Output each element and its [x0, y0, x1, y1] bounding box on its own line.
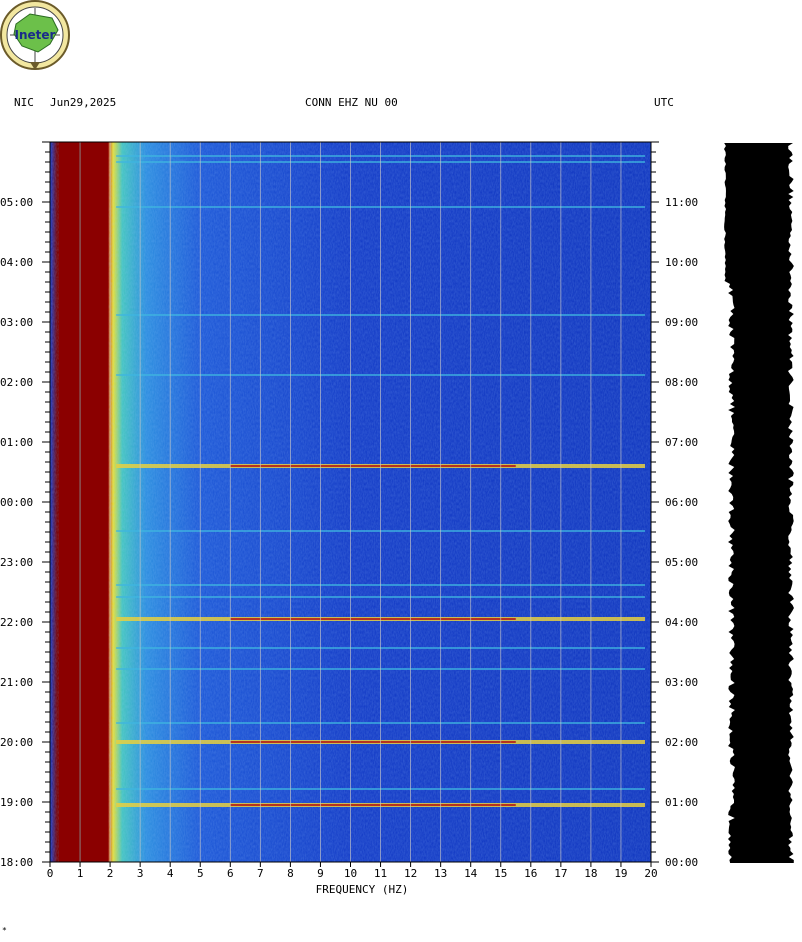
- y-tick-label-left: 22:00: [0, 616, 33, 629]
- y-tick-label-right: 04:00: [665, 616, 698, 629]
- header-station: CONN EHZ NU 00: [305, 96, 398, 109]
- x-tick-label: 9: [317, 867, 324, 880]
- y-tick-label-right: 01:00: [665, 796, 698, 809]
- y-tick-label-left: 04:00: [0, 256, 33, 269]
- y-tick-label-right: 08:00: [665, 376, 698, 389]
- y-tick-label-right: 00:00: [665, 856, 698, 869]
- x-tick-label: 19: [614, 867, 627, 880]
- ineter-logo: Ineter: [0, 0, 70, 70]
- x-tick-label: 14: [464, 867, 478, 880]
- y-tick-label-left: 05:00: [0, 196, 33, 209]
- y-tick-label-left: 23:00: [0, 556, 33, 569]
- corner-mark: *: [2, 926, 7, 935]
- y-tick-label-left: 02:00: [0, 376, 33, 389]
- y-tick-label-right: 03:00: [665, 676, 698, 689]
- header-timezone: UTC: [654, 96, 674, 109]
- x-tick-label: 20: [644, 867, 657, 880]
- y-tick-label-right: 10:00: [665, 256, 698, 269]
- x-tick-label: 6: [227, 867, 234, 880]
- x-tick-label: 7: [257, 867, 264, 880]
- y-tick-label-right: 05:00: [665, 556, 698, 569]
- event-streak-core: [230, 465, 516, 467]
- x-tick-label: 1: [77, 867, 84, 880]
- event-streak-core: [230, 804, 516, 806]
- x-tick-label: 8: [287, 867, 294, 880]
- x-tick-label: 2: [107, 867, 114, 880]
- x-tick-label: 15: [494, 867, 507, 880]
- x-tick-label: 18: [584, 867, 597, 880]
- x-tick-label: 17: [554, 867, 567, 880]
- x-tick-label: 0: [47, 867, 54, 880]
- y-tick-label-left: 01:00: [0, 436, 33, 449]
- header-date: Jun29,2025: [50, 96, 117, 109]
- x-tick-label: 16: [524, 867, 537, 880]
- x-tick-label: 11: [374, 867, 387, 880]
- logo-text: Ineter: [15, 28, 56, 42]
- x-tick-label: 4: [167, 867, 174, 880]
- x-tick-label: 12: [404, 867, 417, 880]
- y-tick-label-left: 19:00: [0, 796, 33, 809]
- seismic-trace: [724, 143, 794, 863]
- low-frequency-band: [59, 142, 109, 862]
- y-tick-label-left: 20:00: [0, 736, 33, 749]
- y-tick-label-right: 07:00: [665, 436, 698, 449]
- event-streak-core: [230, 618, 516, 620]
- x-tick-label: 3: [137, 867, 144, 880]
- y-tick-label-left: 03:00: [0, 316, 33, 329]
- x-axis-label: FREQUENCY (HZ): [316, 883, 409, 896]
- y-tick-label-right: 09:00: [665, 316, 698, 329]
- header-network: NIC: [14, 96, 34, 109]
- y-tick-label-right: 06:00: [665, 496, 698, 509]
- y-tick-label-left: 21:00: [0, 676, 33, 689]
- x-tick-label: 13: [434, 867, 447, 880]
- y-tick-label-left: 00:00: [0, 496, 33, 509]
- y-tick-label-right: 11:00: [665, 196, 698, 209]
- x-tick-label: 10: [344, 867, 357, 880]
- y-tick-label-right: 02:00: [665, 736, 698, 749]
- x-tick-label: 5: [197, 867, 204, 880]
- event-streak-core: [230, 741, 516, 743]
- y-tick-label-left: 18:00: [0, 856, 33, 869]
